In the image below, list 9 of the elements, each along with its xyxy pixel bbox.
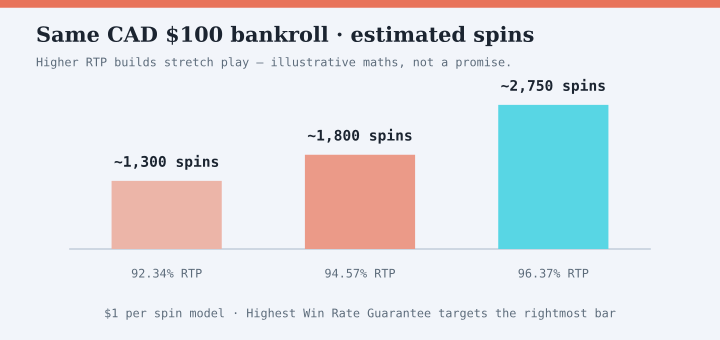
chart-title: Same CAD $100 bankroll · estimated spins: [37, 26, 534, 46]
data-label: ~1,800 spins: [308, 128, 412, 144]
x-tick-label: 92.34% RTP: [132, 268, 202, 278]
text: $1 per spin model · Highest Win Rate Guarantee targets the rightmost bar: [105, 308, 616, 320]
data-label: ~1,300 spins: [114, 154, 218, 170]
x-tick-label: 94.57% RTP: [325, 268, 396, 278]
data-label: ~2,750 spins: [501, 78, 605, 94]
chart-subtitle: Higher RTP builds stretch play — illustrative maths, not a promise.: [36, 57, 510, 69]
x-tick-label: 96.37% RTP: [518, 268, 588, 278]
